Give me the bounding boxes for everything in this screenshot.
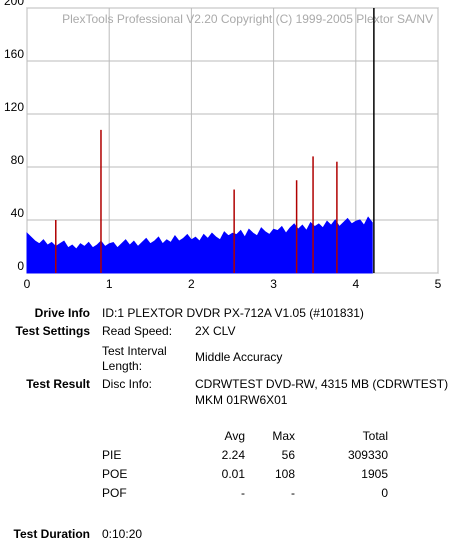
y-tick-label: 200 — [4, 0, 24, 8]
x-tick-label: 3 — [270, 277, 277, 291]
watermark: PlexTools Professional V2.20 Copyright (… — [62, 12, 433, 26]
x-tick-label: 1 — [106, 277, 113, 291]
table-header: Max — [272, 429, 295, 443]
y-tick-label: 40 — [11, 206, 25, 220]
label: Test Result — [26, 377, 90, 391]
x-tick-label: 2 — [188, 277, 195, 291]
y-tick-label: 80 — [11, 153, 25, 167]
table-cell: - — [291, 486, 295, 500]
x-tick-label: 5 — [435, 277, 442, 291]
table-cell: 0.01 — [222, 467, 246, 481]
value: 0:10:20 — [102, 527, 142, 541]
label: Test Interval — [102, 344, 167, 358]
label: Length: — [102, 359, 142, 373]
row-label: POE — [102, 467, 127, 481]
table-cell: - — [241, 486, 245, 500]
table-header: Total — [363, 429, 388, 443]
x-tick-label: 0 — [24, 277, 31, 291]
row-label: POF — [102, 486, 127, 500]
pie-area — [26, 216, 373, 274]
value: Middle Accuracy — [195, 350, 282, 364]
value: 2X CLV — [195, 324, 235, 338]
y-tick-label: 0 — [17, 259, 24, 273]
table-cell: 56 — [282, 448, 296, 462]
y-tick-label: 120 — [4, 100, 24, 114]
value: MKM 01RW6X01 — [195, 393, 288, 407]
y-tick-label: 160 — [4, 47, 24, 61]
label: Drive Info — [35, 306, 90, 320]
table-header: Avg — [225, 429, 245, 443]
label: Test Duration — [14, 527, 90, 541]
table-cell: 2.24 — [222, 448, 246, 462]
table-cell: 1905 — [361, 467, 388, 481]
value: ID:1 PLEXTOR DVDR PX-712A V1.05 (#101831… — [102, 306, 364, 320]
table-cell: 108 — [275, 467, 295, 481]
label: Disc Info: — [102, 377, 152, 391]
table-cell: 0 — [381, 486, 388, 500]
label: Test Settings — [16, 324, 91, 338]
label: Read Speed: — [102, 324, 172, 338]
value: CDRWTEST DVD-RW, 4315 MB (CDRWTEST) — [195, 377, 448, 391]
x-tick-label: 4 — [352, 277, 359, 291]
table-cell: 309330 — [348, 448, 388, 462]
row-label: PIE — [102, 448, 121, 462]
